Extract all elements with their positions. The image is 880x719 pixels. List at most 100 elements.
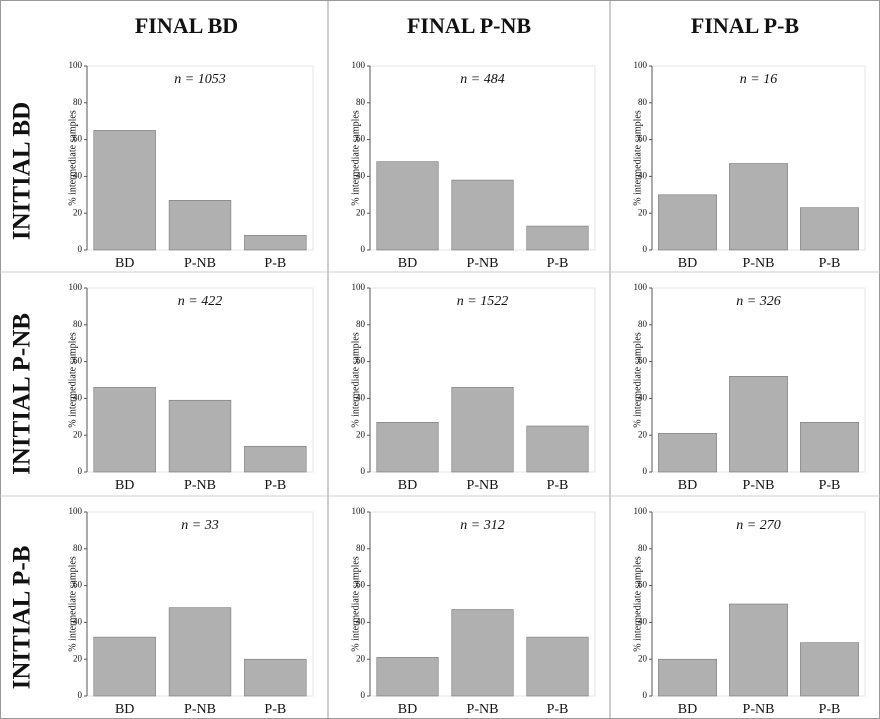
- y-axis-label: % intermediate samples: [67, 556, 78, 652]
- y-tick-label: 60: [638, 134, 648, 144]
- y-tick-label: 20: [638, 207, 648, 217]
- column-title: FINAL P-NB: [407, 13, 531, 38]
- x-tick-label: P-B: [547, 702, 569, 717]
- x-tick-label: P-NB: [184, 256, 216, 271]
- bar: [93, 387, 156, 473]
- y-axis-label: % intermediate samples: [67, 332, 78, 428]
- y-tick-label: 100: [69, 282, 83, 292]
- x-tick-label: P-B: [264, 256, 286, 271]
- bar: [729, 376, 788, 473]
- annotation: n = 312: [460, 518, 504, 533]
- y-axis-label: % intermediate samples: [350, 556, 361, 652]
- y-tick-label: 40: [356, 170, 366, 180]
- x-tick-label: BD: [398, 256, 417, 271]
- x-tick-label: BD: [115, 478, 134, 493]
- y-tick-label: 80: [356, 97, 366, 107]
- bar: [244, 658, 307, 697]
- x-tick-label: P-NB: [467, 702, 499, 717]
- x-tick-label: BD: [115, 702, 134, 717]
- bar: [168, 399, 232, 473]
- y-tick-label: 0: [361, 244, 366, 254]
- bar: [658, 433, 717, 473]
- y-tick-label: 80: [73, 319, 83, 329]
- y-tick-label: 20: [356, 429, 366, 439]
- x-tick-label: P-B: [547, 256, 569, 271]
- x-tick-label: P-NB: [184, 702, 216, 717]
- x-tick-label: P-B: [819, 256, 841, 271]
- annotation: n = 33: [181, 518, 218, 533]
- y-tick-label: 60: [638, 356, 648, 366]
- bar: [800, 642, 859, 697]
- y-tick-label: 100: [634, 282, 648, 292]
- bar: [800, 422, 859, 473]
- y-tick-label: 100: [352, 506, 366, 516]
- y-tick-label: 40: [356, 392, 366, 402]
- bar: [451, 179, 514, 251]
- x-tick-label: P-B: [547, 478, 569, 493]
- y-axis-label: % intermediate samples: [632, 556, 643, 652]
- x-tick-label: P-NB: [467, 256, 499, 271]
- x-tick-label: P-NB: [743, 478, 775, 493]
- x-tick-label: P-NB: [743, 256, 775, 271]
- y-tick-label: 80: [638, 543, 648, 553]
- bar: [93, 130, 156, 251]
- y-tick-label: 40: [638, 170, 648, 180]
- y-tick-label: 20: [356, 653, 366, 663]
- y-tick-label: 0: [643, 690, 648, 700]
- annotation: n = 484: [460, 72, 504, 87]
- bar: [376, 657, 439, 697]
- x-tick-label: P-NB: [184, 478, 216, 493]
- y-tick-label: 20: [73, 207, 83, 217]
- y-tick-label: 0: [78, 466, 83, 476]
- bar: [451, 387, 514, 473]
- y-tick-label: 60: [73, 356, 83, 366]
- bar: [658, 658, 717, 697]
- annotation: n = 1522: [457, 294, 508, 309]
- y-tick-label: 80: [73, 97, 83, 107]
- bar: [526, 225, 589, 251]
- y-tick-label: 20: [638, 653, 648, 663]
- y-tick-label: 80: [638, 97, 648, 107]
- bar: [168, 200, 232, 251]
- x-tick-label: BD: [115, 256, 134, 271]
- bar: [526, 425, 589, 473]
- bar: [729, 163, 788, 251]
- annotation: n = 326: [736, 294, 780, 309]
- y-tick-label: 40: [73, 392, 83, 402]
- row-title: INITIAL P-B: [9, 546, 36, 690]
- y-tick-label: 0: [361, 690, 366, 700]
- annotation: n = 16: [740, 72, 777, 87]
- y-tick-label: 60: [73, 134, 83, 144]
- y-tick-label: 60: [356, 580, 366, 590]
- x-tick-label: BD: [678, 702, 697, 717]
- y-tick-label: 80: [638, 319, 648, 329]
- annotation: n = 1053: [174, 72, 225, 87]
- y-tick-label: 80: [356, 319, 366, 329]
- y-tick-label: 100: [352, 282, 366, 292]
- bar: [376, 161, 439, 251]
- x-tick-label: P-B: [819, 702, 841, 717]
- y-axis-label: % intermediate samples: [632, 110, 643, 206]
- y-tick-label: 40: [73, 170, 83, 180]
- y-tick-label: 0: [78, 690, 83, 700]
- bar: [729, 603, 788, 697]
- y-tick-label: 100: [634, 506, 648, 516]
- bar: [800, 207, 859, 251]
- row-title: INITIAL P-NB: [9, 313, 36, 475]
- y-tick-label: 0: [361, 466, 366, 476]
- y-axis-label: % intermediate samples: [350, 110, 361, 206]
- column-title: FINAL BD: [135, 13, 238, 38]
- y-axis-label: % intermediate samples: [632, 332, 643, 428]
- y-tick-label: 0: [643, 466, 648, 476]
- bar: [244, 445, 307, 473]
- bar: [526, 636, 589, 697]
- y-tick-label: 80: [73, 543, 83, 553]
- bar: [93, 636, 156, 697]
- x-tick-label: P-B: [264, 478, 286, 493]
- x-tick-label: BD: [398, 702, 417, 717]
- bar: [658, 194, 717, 251]
- y-tick-label: 20: [73, 429, 83, 439]
- x-tick-label: P-B: [819, 478, 841, 493]
- x-tick-label: BD: [678, 478, 697, 493]
